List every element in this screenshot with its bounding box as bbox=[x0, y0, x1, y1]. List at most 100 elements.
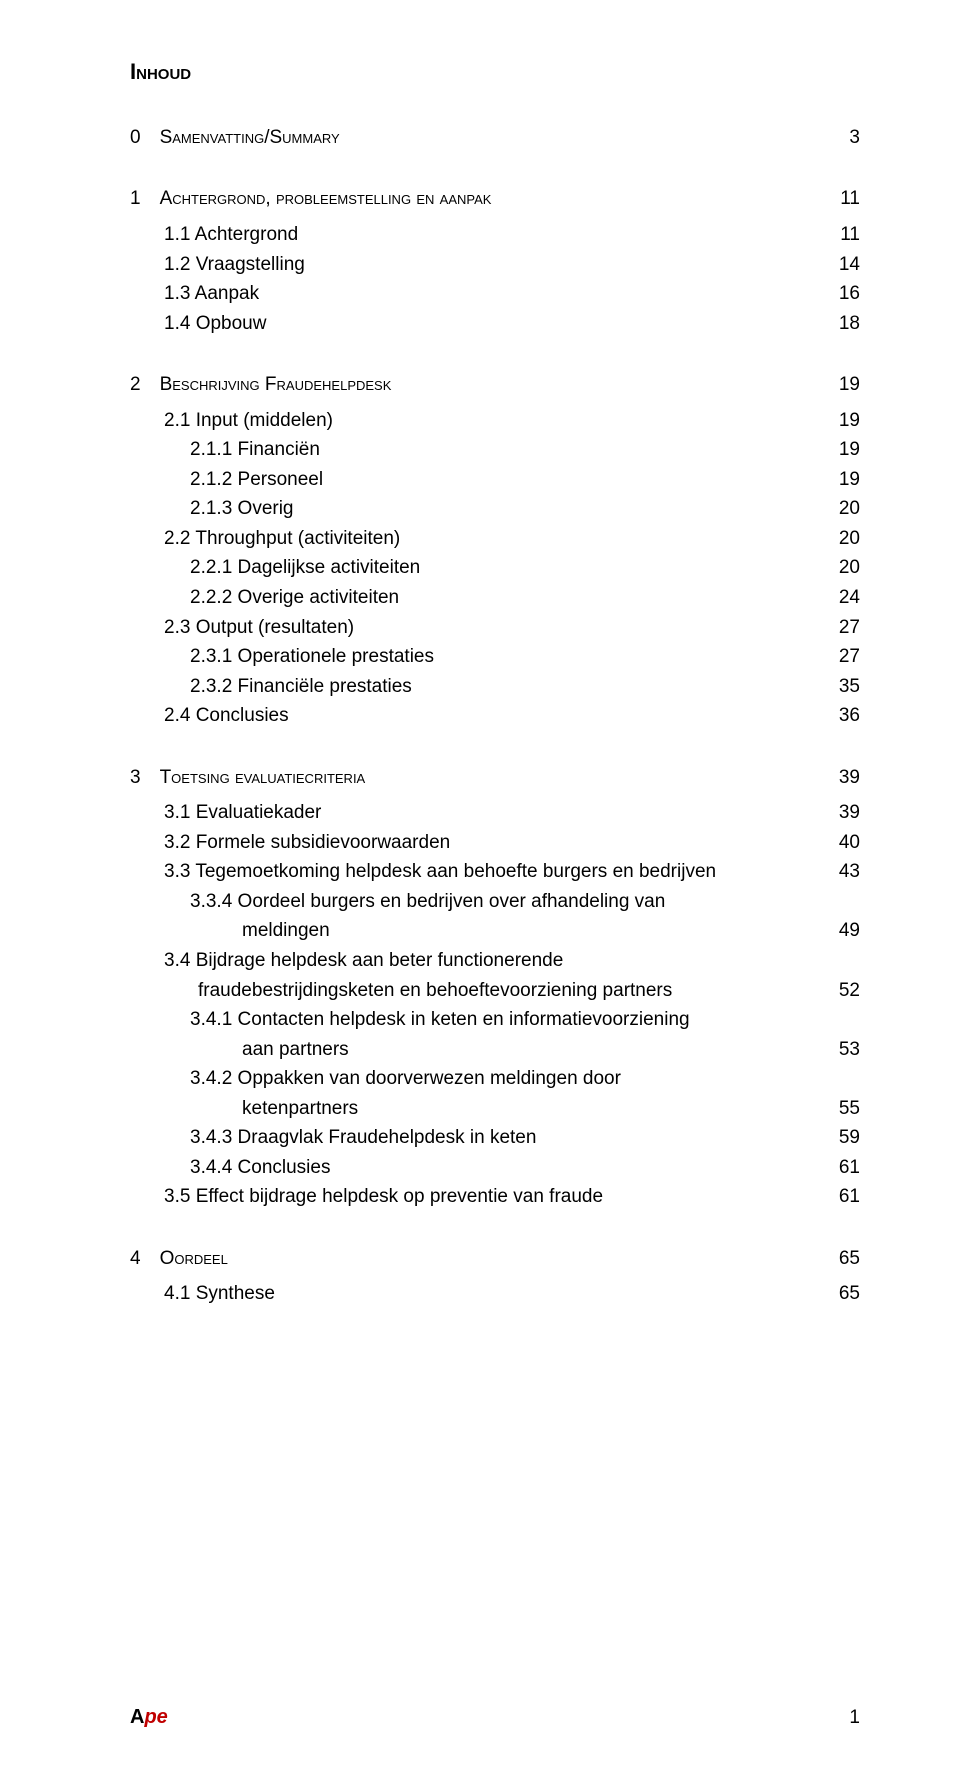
toc-row: 3.4.3 Draagvlak Fraudehelpdesk in keten5… bbox=[190, 1124, 860, 1152]
toc-row: 4 Oordeel65 bbox=[130, 1245, 860, 1273]
toc-page: 20 bbox=[820, 554, 860, 582]
toc-label: 3.4.2 Oppakken van doorverwezen meldinge… bbox=[190, 1065, 820, 1093]
toc-page: 35 bbox=[820, 673, 860, 701]
toc-row: 2.2.1 Dagelijkse activiteiten20 bbox=[190, 554, 860, 582]
toc-row: 2.1.3 Overig20 bbox=[190, 495, 860, 523]
toc-page: 19 bbox=[820, 371, 860, 399]
toc-label: 1.2 Vraagstelling bbox=[164, 251, 820, 279]
toc-label: 3.4 Bijdrage helpdesk aan beter function… bbox=[164, 947, 820, 975]
toc-row: 1.3 Aanpak16 bbox=[164, 280, 860, 308]
toc-label: 2.1.2 Personeel bbox=[190, 466, 820, 494]
toc-label: aan partners bbox=[242, 1036, 820, 1064]
toc-page: 53 bbox=[820, 1036, 860, 1064]
toc-page: 36 bbox=[820, 702, 860, 730]
toc-page: 27 bbox=[820, 614, 860, 642]
toc-row: 2.1 Input (middelen)19 bbox=[164, 407, 860, 435]
toc-page: 16 bbox=[820, 280, 860, 308]
toc-row: 2.4 Conclusies36 bbox=[164, 702, 860, 730]
toc-page: 65 bbox=[820, 1280, 860, 1308]
toc-row: ketenpartners55 bbox=[242, 1095, 860, 1123]
toc-row: 3.4.1 Contacten helpdesk in keten en inf… bbox=[190, 1006, 860, 1034]
toc-page: 19 bbox=[820, 436, 860, 464]
toc-label: 2.3.2 Financiële prestaties bbox=[190, 673, 820, 701]
toc-page: 59 bbox=[820, 1124, 860, 1152]
toc-row: 3.3 Tegemoetkoming helpdesk aan behoefte… bbox=[164, 858, 860, 886]
toc-row: 2 Beschrijving Fraudehelpdesk19 bbox=[130, 371, 860, 399]
toc-label: 3.1 Evaluatiekader bbox=[164, 799, 820, 827]
toc-label: fraudebestrijdingsketen en behoeftevoorz… bbox=[198, 977, 820, 1005]
toc-page: 39 bbox=[820, 764, 860, 792]
toc-row: meldingen49 bbox=[242, 917, 860, 945]
toc-label: 2.3.1 Operationele prestaties bbox=[190, 643, 820, 671]
toc-row: 3.2 Formele subsidievoorwaarden40 bbox=[164, 829, 860, 857]
toc-row: 3 Toetsing evaluatiecriteria39 bbox=[130, 764, 860, 792]
toc-row: 1 Achtergrond, probleemstelling en aanpa… bbox=[130, 185, 860, 213]
toc-label: ketenpartners bbox=[242, 1095, 820, 1123]
toc-row: 3.3.4 Oordeel burgers en bedrijven over … bbox=[190, 888, 860, 916]
toc-row: 3.4.4 Conclusies61 bbox=[190, 1154, 860, 1182]
toc-row: 0 Samenvatting/Summary3 bbox=[130, 124, 860, 152]
toc-page: 61 bbox=[820, 1154, 860, 1182]
toc-label: 3.4.4 Conclusies bbox=[190, 1154, 820, 1182]
toc-label: 2.1.3 Overig bbox=[190, 495, 820, 523]
toc-row: aan partners53 bbox=[242, 1036, 860, 1064]
toc-label: 2.4 Conclusies bbox=[164, 702, 820, 730]
toc-row: 3.5 Effect bijdrage helpdesk op preventi… bbox=[164, 1183, 860, 1211]
toc-page: 52 bbox=[820, 977, 860, 1005]
toc-page: 20 bbox=[820, 495, 860, 523]
toc-label: 1 Achtergrond, probleemstelling en aanpa… bbox=[130, 185, 820, 213]
toc-page: 24 bbox=[820, 584, 860, 612]
toc-row: 3.1 Evaluatiekader39 bbox=[164, 799, 860, 827]
page-footer: Ape 1 bbox=[130, 1703, 860, 1732]
toc-page: 43 bbox=[820, 858, 860, 886]
toc-label: 3.4.1 Contacten helpdesk in keten en inf… bbox=[190, 1006, 820, 1034]
toc-label: 1.4 Opbouw bbox=[164, 310, 820, 338]
toc-label: 3.5 Effect bijdrage helpdesk op preventi… bbox=[164, 1183, 820, 1211]
brand-letter-a: A bbox=[130, 1706, 144, 1728]
toc-label: 1.1 Achtergrond bbox=[164, 221, 820, 249]
toc-label: 2.3 Output (resultaten) bbox=[164, 614, 820, 642]
brand-logo: Ape bbox=[130, 1703, 168, 1732]
toc-page: 20 bbox=[820, 525, 860, 553]
toc-row: 2.3.1 Operationele prestaties27 bbox=[190, 643, 860, 671]
toc-row: 2.3 Output (resultaten)27 bbox=[164, 614, 860, 642]
toc-page: 49 bbox=[820, 917, 860, 945]
toc-page: 19 bbox=[820, 407, 860, 435]
toc-label: 2 Beschrijving Fraudehelpdesk bbox=[130, 371, 820, 399]
toc-page: 39 bbox=[820, 799, 860, 827]
toc-label: 1.3 Aanpak bbox=[164, 280, 820, 308]
toc-label: 0 Samenvatting/Summary bbox=[130, 124, 820, 152]
toc-label: 2.2.2 Overige activiteiten bbox=[190, 584, 820, 612]
toc-label: meldingen bbox=[242, 917, 820, 945]
footer-page-number: 1 bbox=[849, 1704, 860, 1732]
table-of-contents: 0 Samenvatting/Summary3 1 Achtergrond, pr… bbox=[130, 124, 860, 1308]
toc-page: 55 bbox=[820, 1095, 860, 1123]
toc-row: fraudebestrijdingsketen en behoeftevoorz… bbox=[198, 977, 860, 1005]
toc-row: 2.1.1 Financiën19 bbox=[190, 436, 860, 464]
toc-label: 3.3.4 Oordeel burgers en bedrijven over … bbox=[190, 888, 820, 916]
toc-page: 65 bbox=[820, 1245, 860, 1273]
toc-label: 3.2 Formele subsidievoorwaarden bbox=[164, 829, 820, 857]
toc-row: 4.1 Synthese65 bbox=[164, 1280, 860, 1308]
toc-page: 3 bbox=[820, 124, 860, 152]
toc-page: 18 bbox=[820, 310, 860, 338]
toc-page: 19 bbox=[820, 466, 860, 494]
toc-row: 2.2.2 Overige activiteiten24 bbox=[190, 584, 860, 612]
toc-label: 2.2 Throughput (activiteiten) bbox=[164, 525, 820, 553]
toc-page: 11 bbox=[820, 221, 860, 249]
toc-label: 2.2.1 Dagelijkse activiteiten bbox=[190, 554, 820, 582]
toc-page: 61 bbox=[820, 1183, 860, 1211]
toc-label: 4 Oordeel bbox=[130, 1245, 820, 1273]
toc-label: 3.4.3 Draagvlak Fraudehelpdesk in keten bbox=[190, 1124, 820, 1152]
toc-label: 3 Toetsing evaluatiecriteria bbox=[130, 764, 820, 792]
toc-row: 3.4 Bijdrage helpdesk aan beter function… bbox=[164, 947, 860, 975]
toc-row: 2.3.2 Financiële prestaties35 bbox=[190, 673, 860, 701]
toc-row: 2.2 Throughput (activiteiten)20 bbox=[164, 525, 860, 553]
toc-page: 27 bbox=[820, 643, 860, 671]
toc-row: 3.4.2 Oppakken van doorverwezen meldinge… bbox=[190, 1065, 860, 1093]
toc-label: 2.1.1 Financiën bbox=[190, 436, 820, 464]
toc-label: 3.3 Tegemoetkoming helpdesk aan behoefte… bbox=[164, 858, 820, 886]
toc-row: 2.1.2 Personeel19 bbox=[190, 466, 860, 494]
toc-row: 1.2 Vraagstelling14 bbox=[164, 251, 860, 279]
toc-row: 1.1 Achtergrond11 bbox=[164, 221, 860, 249]
